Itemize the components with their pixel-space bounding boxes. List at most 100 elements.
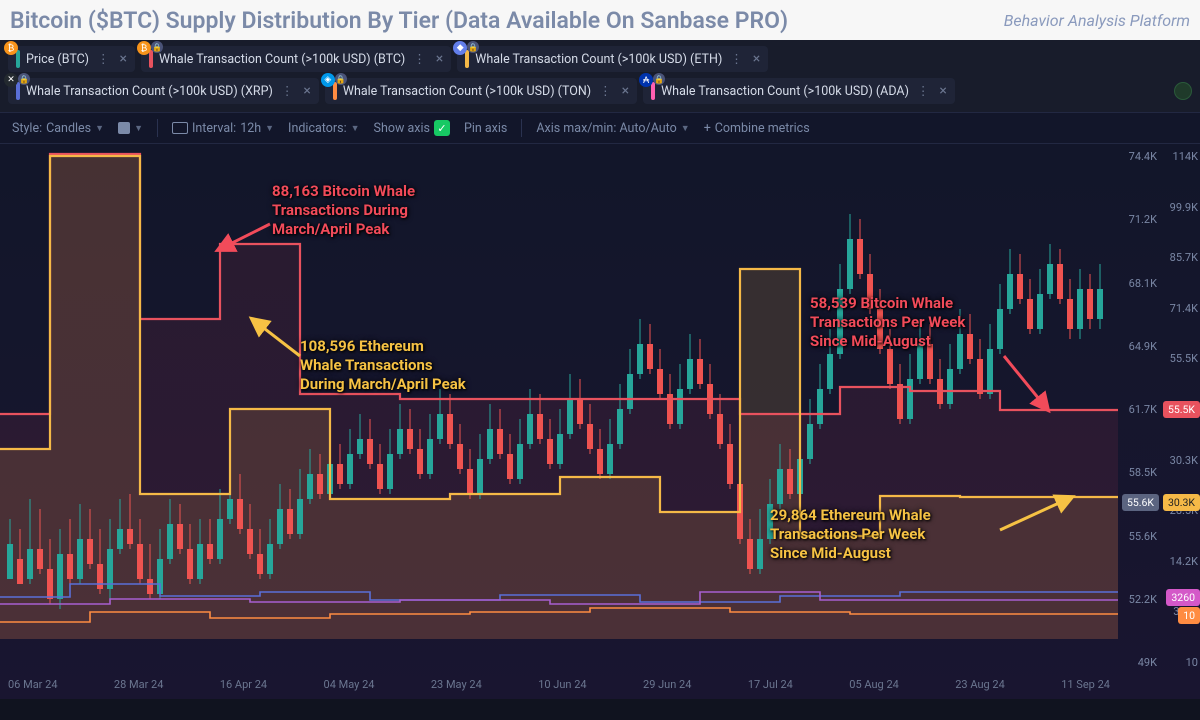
- x-tick-label: 06 Mar 24: [8, 678, 58, 691]
- x-axis-dates: 06 Mar 24 28 Mar 24 16 Apr 24 04 May 24 23 M…: [0, 678, 1118, 691]
- color-swatch: [465, 50, 469, 68]
- metric-label: Whale Transaction Count (>100k USD) (BTC…: [159, 52, 405, 67]
- metric-label: Whale Transaction Count (>100k USD) (ETH…: [475, 52, 722, 67]
- metric-pill[interactable]: ₿🔒Whale Transaction Count (>100k USD) (B…: [141, 46, 451, 72]
- metric-label: Price (BTC): [26, 52, 89, 67]
- close-icon[interactable]: ×: [436, 51, 443, 67]
- color-swatch: [149, 50, 153, 68]
- y-tick-label: 49K: [1120, 656, 1157, 669]
- y-tick-label: 114K: [1161, 150, 1198, 163]
- color-swatch: [651, 82, 655, 100]
- metric-pill[interactable]: ◈🔒Whale Transaction Count (>100k USD) (T…: [325, 78, 637, 104]
- x-tick-label: 29 Jun 24: [643, 678, 691, 691]
- close-icon[interactable]: ×: [622, 83, 629, 99]
- metrics-pills: ₿Price (BTC)⋮×₿🔒Whale Transaction Count …: [0, 40, 1200, 112]
- y-tick-label: 99.9K: [1161, 201, 1198, 214]
- chart-annotation: 58,539 Bitcoin WhaleTransactions Per Wee…: [810, 294, 965, 350]
- metric-pill[interactable]: ₳🔒Whale Transaction Count (>100k USD) (A…: [643, 78, 955, 104]
- x-tick-label: 17 Jul 24: [748, 678, 793, 691]
- square-icon: [118, 122, 130, 134]
- close-icon[interactable]: ×: [119, 51, 126, 67]
- style-selector[interactable]: Style: Candles ▼: [12, 121, 104, 136]
- color-swatch: [16, 50, 20, 68]
- title-bar: Bitcoin ($BTC) Supply Distribution By Ti…: [0, 0, 1200, 40]
- price-tag: 55.5K: [1163, 401, 1200, 418]
- price-chart: [0, 144, 1200, 699]
- price-tag: 55.6K: [1122, 494, 1159, 511]
- y-tick-label: 55.6K: [1120, 530, 1157, 543]
- indicators-selector[interactable]: Indicators: ▼: [288, 121, 359, 136]
- y-tick-label: 71.2K: [1120, 213, 1157, 226]
- color-swatch: [16, 82, 20, 100]
- chart-annotation: 88,163 Bitcoin WhaleTransactions DuringM…: [272, 182, 415, 238]
- close-icon[interactable]: ×: [939, 83, 946, 99]
- chart-area[interactable]: 74.4K71.2K68.1K64.9K61.7K58.5K55.6K52.2K…: [0, 144, 1200, 699]
- y-tick-label: 71.4K: [1161, 302, 1198, 315]
- btc-icon: ₿: [4, 41, 18, 55]
- y-tick-label: 61.7K: [1120, 403, 1157, 416]
- combine-metrics-button[interactable]: + Combine metrics: [704, 121, 810, 136]
- metric-pill[interactable]: ◆🔒Whale Transaction Count (>100k USD) (E…: [457, 46, 768, 72]
- y-tick-label: 10: [1161, 656, 1198, 669]
- price-tag: 10: [1178, 607, 1200, 624]
- more-icon[interactable]: ⋮: [281, 83, 294, 99]
- y-tick-label: 85.7K: [1161, 251, 1198, 264]
- close-icon[interactable]: ×: [303, 83, 310, 99]
- x-tick-label: 11 Sep 24: [1061, 678, 1110, 691]
- pin-axis-toggle[interactable]: Pin axis: [464, 121, 507, 136]
- y-tick-label: 52.2K: [1120, 593, 1157, 606]
- xrp-icon: ✕: [4, 73, 18, 87]
- y-tick-label: 74.4K: [1120, 150, 1157, 163]
- ton-icon: ◈: [321, 73, 335, 87]
- x-tick-label: 23 May 24: [431, 678, 482, 691]
- chart-toolbar: Style: Candles ▼ ▼ Interval: 12h ▼ Indic…: [0, 112, 1200, 144]
- chevron-down-icon: ▼: [95, 123, 104, 134]
- chart-annotation: 29,864 Ethereum WhaleTransactions Per We…: [770, 506, 931, 562]
- chevron-down-icon: ▼: [351, 123, 360, 134]
- price-tag: 30.3K: [1163, 494, 1200, 511]
- metric-label: Whale Transaction Count (>100k USD) (TON…: [343, 84, 591, 99]
- platform-label: Behavior Analysis Platform: [1004, 11, 1190, 30]
- chevron-down-icon: ▼: [265, 123, 274, 134]
- plus-icon: +: [704, 121, 711, 136]
- lock-icon: 🔒: [151, 41, 163, 53]
- y-tick-label: 55.5K: [1161, 352, 1198, 365]
- lock-icon: 🔒: [653, 73, 665, 85]
- chevron-down-icon: ▼: [681, 123, 690, 134]
- x-tick-label: 23 Aug 24: [955, 678, 1005, 691]
- layout-selector[interactable]: ▼: [118, 122, 143, 134]
- ada-icon: ₳: [639, 73, 653, 87]
- lock-icon: 🔒: [335, 73, 347, 85]
- y-tick-label: 30.3K: [1161, 454, 1198, 467]
- y-tick-label: 68.1K: [1120, 277, 1157, 290]
- lock-icon: 🔒: [467, 41, 479, 53]
- metric-label: Whale Transaction Count (>100k USD) (ADA…: [661, 84, 909, 99]
- more-icon[interactable]: ⋮: [917, 83, 930, 99]
- interval-selector[interactable]: Interval: 12h ▼: [172, 121, 274, 136]
- interval-icon: [172, 122, 188, 134]
- x-tick-label: 04 May 24: [324, 678, 375, 691]
- x-tick-label: 10 Jun 24: [538, 678, 586, 691]
- metric-label: Whale Transaction Count (>100k USD) (XRP…: [26, 84, 273, 99]
- x-tick-label: 28 Mar 24: [114, 678, 164, 691]
- show-axis-toggle[interactable]: Show axis ✓: [374, 120, 450, 136]
- price-tag: 3260: [1166, 589, 1200, 606]
- more-icon[interactable]: ⋮: [413, 51, 426, 67]
- chart-annotation: 108,596 EthereumWhale TransactionsDuring…: [300, 337, 466, 393]
- axis-maxmin-selector[interactable]: Axis max/min: Auto/Auto ▼: [536, 121, 689, 136]
- btc-icon: ₿: [137, 41, 151, 55]
- y-tick-label: 58.5K: [1120, 466, 1157, 479]
- metric-pill[interactable]: ₿Price (BTC)⋮×: [8, 46, 135, 72]
- metric-pill[interactable]: ✕🔒Whale Transaction Count (>100k USD) (X…: [8, 78, 319, 104]
- y-tick-label: 14.2K: [1161, 555, 1198, 568]
- close-icon[interactable]: ×: [753, 51, 760, 67]
- page-title: Bitcoin ($BTC) Supply Distribution By Ti…: [10, 7, 788, 34]
- live-indicator: [1174, 82, 1192, 100]
- chevron-down-icon: ▼: [134, 123, 143, 134]
- x-tick-label: 05 Aug 24: [849, 678, 899, 691]
- more-icon[interactable]: ⋮: [97, 51, 110, 67]
- more-icon[interactable]: ⋮: [599, 83, 612, 99]
- more-icon[interactable]: ⋮: [730, 51, 743, 67]
- x-tick-label: 16 Apr 24: [220, 678, 267, 691]
- lock-icon: 🔒: [18, 73, 30, 85]
